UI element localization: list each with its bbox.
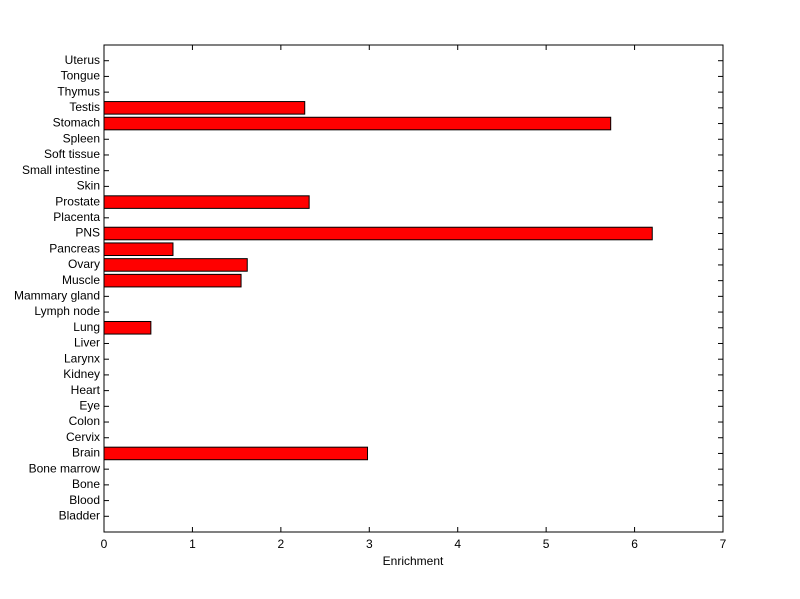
x-axis-label: Enrichment xyxy=(383,554,444,568)
y-tick-label: Larynx xyxy=(64,351,100,365)
y-tick-label: Eye xyxy=(79,398,100,412)
bar xyxy=(103,320,152,335)
bar xyxy=(103,242,174,257)
y-tick-label: Prostate xyxy=(55,194,100,208)
y-tick-label: Tongue xyxy=(61,69,101,83)
y-tick-label: Skin xyxy=(77,179,100,193)
y-tick-label: Testis xyxy=(69,100,100,114)
x-tick-label: 5 xyxy=(543,537,550,551)
y-tick-label: Thymus xyxy=(57,84,100,98)
y-tick-label: Blood xyxy=(69,493,100,507)
y-tick-label: Pancreas xyxy=(49,241,100,255)
y-tick-label: Colon xyxy=(69,414,100,428)
y-tick-label: Placenta xyxy=(53,210,100,224)
y-tick-label: Muscle xyxy=(62,273,100,287)
x-tick-label: 6 xyxy=(631,537,638,551)
y-tick-label: Bladder xyxy=(59,508,100,522)
y-tick-label: Stomach xyxy=(53,116,100,130)
bar xyxy=(103,101,306,115)
y-tick-label: PNS xyxy=(75,226,100,240)
y-tick-label: Ovary xyxy=(68,257,100,271)
y-tick-label: Uterus xyxy=(65,53,100,67)
y-tick-label: Cervix xyxy=(66,430,100,444)
y-tick-label: Bone xyxy=(72,477,100,491)
y-tick-label: Bone marrow xyxy=(29,461,101,475)
bar xyxy=(103,446,369,461)
y-tick-label: Lung xyxy=(73,320,100,334)
y-tick-label: Kidney xyxy=(63,367,100,381)
x-tick-label: 2 xyxy=(278,537,285,551)
bar xyxy=(103,226,653,241)
y-tick-label: Mammary gland xyxy=(14,289,100,303)
x-tick-label: 1 xyxy=(189,537,196,551)
plot-frame xyxy=(103,44,724,533)
bar xyxy=(103,195,310,209)
x-tick-label: 0 xyxy=(101,537,108,551)
y-tick-label: Heart xyxy=(71,383,101,397)
y-tick-label: Small intestine xyxy=(22,163,100,177)
y-tick-label: Brain xyxy=(72,446,100,460)
bar xyxy=(103,258,248,272)
x-tick-label: 4 xyxy=(454,537,461,551)
y-tick-label: Spleen xyxy=(63,131,100,145)
x-tick-label: 7 xyxy=(720,537,727,551)
y-tick-label: Soft tissue xyxy=(44,147,100,161)
x-tick-label: 3 xyxy=(366,537,373,551)
y-tick-label: Liver xyxy=(74,336,100,350)
bar xyxy=(103,273,242,288)
bar xyxy=(103,116,612,131)
y-tick-label: Lymph node xyxy=(34,304,100,318)
